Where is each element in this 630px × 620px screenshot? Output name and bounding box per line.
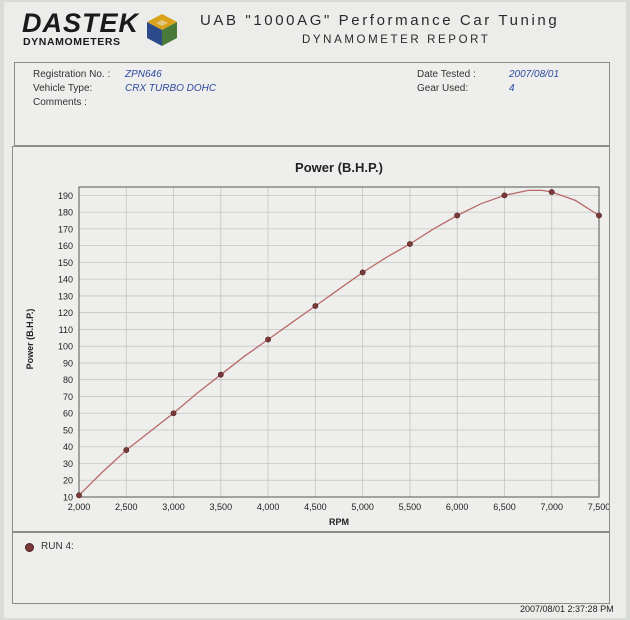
gear-used-value: 4 — [509, 83, 515, 94]
x-tick-label: 7,000 — [540, 502, 563, 512]
data-point — [596, 212, 602, 219]
y-tick-label: 10 — [63, 493, 73, 503]
y-tick-label: 130 — [58, 291, 73, 301]
x-tick-label: 5,500 — [399, 502, 422, 512]
x-tick-label: 2,500 — [115, 502, 138, 512]
data-point — [265, 336, 271, 343]
y-tick-label: 60 — [63, 409, 73, 419]
data-point — [123, 447, 130, 453]
y-tick-label: 190 — [58, 191, 73, 201]
data-points — [76, 189, 602, 499]
chart-title: Power (B.H.P.) — [295, 160, 383, 175]
y-tick-label: 100 — [58, 342, 73, 352]
y-tick-label: 110 — [59, 325, 73, 335]
data-point — [548, 189, 555, 195]
data-point — [312, 303, 319, 309]
vehicle-type-value: CRX TURBO DOHC — [125, 83, 217, 94]
gear-used-label: Gear Used: — [417, 83, 469, 94]
y-tick-label: 30 — [63, 459, 73, 469]
data-point — [170, 410, 177, 417]
y-tick-label: 40 — [63, 442, 73, 452]
x-tick-label: 2,000 — [68, 502, 91, 512]
y-tick-label: 140 — [58, 275, 73, 285]
data-point — [454, 212, 461, 219]
x-tick-label: 4,000 — [257, 502, 280, 512]
y-tick-label: 70 — [63, 392, 73, 402]
x-tick-label: 4,500 — [304, 502, 327, 512]
x-tick-label: 6,000 — [446, 502, 469, 512]
series-line-run-4 — [78, 189, 600, 496]
grid-lines — [78, 187, 600, 498]
power-chart: Power (B.H.P.) 1020304050607080901001101… — [25, 160, 609, 527]
legend-panel: RUN 4: — [12, 532, 610, 604]
comments-label: Comments : — [33, 97, 87, 108]
date-tested-value: 2007/08/01 — [509, 69, 560, 80]
data-point — [407, 241, 413, 247]
vehicle-type-label: Vehicle Type: — [33, 83, 93, 94]
y-tick-label: 170 — [58, 224, 73, 234]
plot-area-frame — [78, 186, 600, 498]
data-point — [359, 269, 366, 276]
y-axis-label: Power (B.H.P.) — [25, 309, 35, 370]
registration-label: Registration No. : — [33, 69, 111, 80]
report-subtitle: DYNAMOMETER REPORT — [302, 34, 491, 46]
y-tick-label: 90 — [63, 358, 73, 368]
logo-subtext: DYNAMOMETERS — [23, 36, 121, 48]
y-tick-label: 50 — [63, 425, 73, 435]
legend-label: RUN 4: — [41, 541, 74, 552]
data-point — [76, 492, 82, 499]
x-tick-label: 7,500 — [588, 502, 609, 512]
y-tick-label: 160 — [58, 241, 73, 251]
date-tested-label: Date Tested : — [417, 69, 476, 80]
x-tick-label: 3,500 — [210, 502, 233, 512]
axis-ticks: 10 20 30 40 50 60 70 80 90 100 110 120 130 140 150 160 1… — [58, 191, 609, 512]
power-chart-panel: Power (B.H.P.) 10 20 30 40 50 60 70 80 90 100 110 1… — [12, 146, 610, 532]
data-point — [501, 192, 508, 199]
y-tick-label: 180 — [58, 208, 73, 218]
x-tick-label: 5,000 — [351, 502, 374, 512]
y-tick-label: 120 — [58, 308, 73, 318]
y-tick-label: 20 — [63, 476, 73, 486]
x-axis-label: RPM — [329, 517, 349, 527]
vehicle-info-panel: Registration No. : ZPN646 Vehicle Type: … — [14, 62, 610, 146]
legend-marker-icon — [25, 543, 34, 552]
x-tick-label: 3,000 — [162, 502, 185, 512]
cube-logo-icon — [147, 14, 177, 46]
y-tick-label: 150 — [58, 258, 73, 268]
logo-text: DASTEK — [22, 8, 140, 38]
report-title: UAB "1000AG" Performance Car Tuning — [200, 12, 560, 29]
x-tick-label: 6,500 — [493, 502, 516, 512]
data-point — [217, 371, 224, 378]
print-timestamp: 2007/08/01 2:37:28 PM — [520, 604, 614, 614]
registration-value: ZPN646 — [125, 69, 162, 80]
y-tick-label: 80 — [63, 375, 73, 385]
dastek-logo: DASTEK DYNAMOMETERS — [22, 10, 182, 52]
